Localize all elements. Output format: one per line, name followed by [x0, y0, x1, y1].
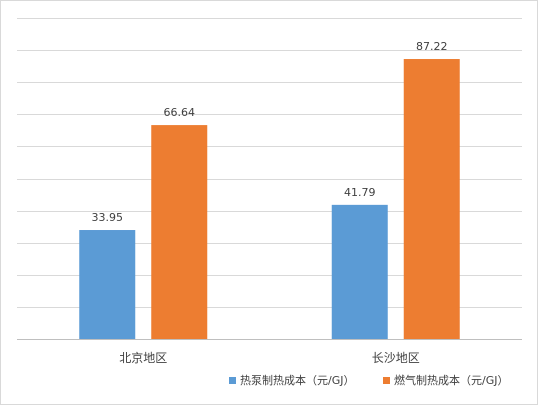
legend: 热泵制热成本（元/GJ） 燃气制热成本（元/GJ） [229, 373, 508, 387]
bar-gas-2 [403, 59, 460, 339]
bar-heat-pump-1 [79, 230, 136, 339]
data-labels: 33.95 66.64 41.79 87.22 [92, 40, 448, 224]
x-tick-labels: 北京地区 长沙地区 [119, 351, 420, 365]
x-tick-label: 北京地区 [119, 351, 167, 365]
legend-label: 热泵制热成本（元/GJ） [240, 373, 354, 387]
bar-gas-1 [151, 125, 208, 339]
data-label: 41.79 [344, 186, 376, 199]
data-label: 66.64 [164, 106, 196, 119]
x-tick-label: 长沙地区 [372, 351, 420, 365]
data-label: 33.95 [92, 211, 124, 224]
data-label: 87.22 [416, 40, 448, 53]
bar-heat-pump-2 [331, 204, 388, 339]
legend-swatch [229, 377, 236, 384]
legend-swatch [383, 377, 390, 384]
bars [79, 59, 460, 339]
legend-label: 燃气制热成本（元/GJ） [394, 373, 508, 387]
